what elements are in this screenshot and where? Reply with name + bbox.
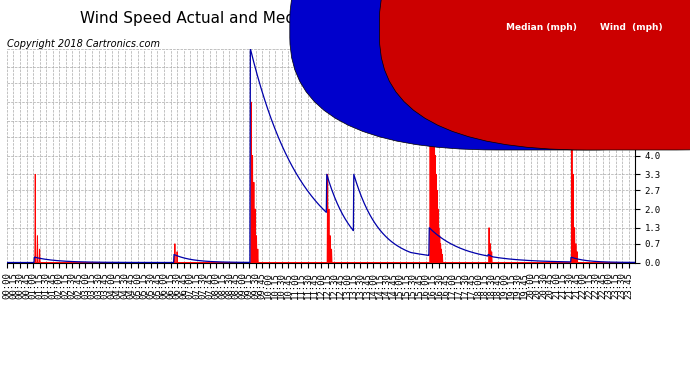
Text: Wind  (mph): Wind (mph): [600, 23, 662, 32]
Text: Wind Speed Actual and Median by Minute (24 Hours) (Old) 20181205: Wind Speed Actual and Median by Minute (…: [81, 11, 609, 26]
Text: Median (mph): Median (mph): [506, 23, 577, 32]
Text: Copyright 2018 Cartronics.com: Copyright 2018 Cartronics.com: [7, 39, 160, 50]
